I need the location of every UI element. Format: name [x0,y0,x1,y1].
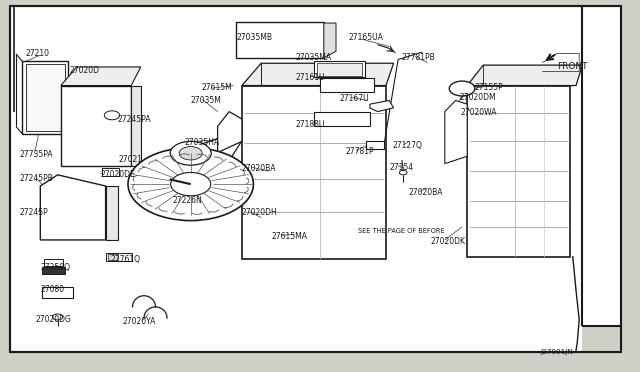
Polygon shape [370,100,394,112]
Text: 27161U: 27161U [296,73,325,82]
Text: 27035MB: 27035MB [237,33,273,42]
Text: 27127Q: 27127Q [393,141,423,150]
Text: 27781P: 27781P [346,147,374,156]
Circle shape [52,314,63,320]
Circle shape [128,148,253,221]
Text: 27035M: 27035M [191,96,221,105]
Polygon shape [131,86,141,166]
Polygon shape [445,100,467,164]
Polygon shape [242,63,394,86]
Circle shape [170,141,211,165]
Bar [44,259,63,266]
Text: 27020DE: 27020DE [100,170,135,179]
Bar [102,168,119,176]
Text: 27154: 27154 [389,163,413,171]
Polygon shape [61,67,141,86]
Text: 27020BA: 27020BA [242,164,276,173]
Polygon shape [106,186,118,240]
Polygon shape [40,175,106,240]
Text: J27001JN: J27001JN [541,349,573,355]
Text: 27188U: 27188U [296,120,325,129]
Text: 27020DH: 27020DH [242,208,278,217]
Text: 27020BA: 27020BA [408,188,443,197]
Text: 27167U: 27167U [339,94,369,103]
Bar [317,63,362,76]
Bar [366,141,384,149]
Text: 27021: 27021 [118,155,143,164]
Bar [22,61,68,134]
Bar [320,78,374,92]
Text: 27210: 27210 [26,49,50,58]
Bar [314,61,365,77]
Text: 27781PB: 27781PB [402,53,436,62]
Polygon shape [191,137,242,159]
Bar [106,253,132,261]
Text: 27155P: 27155P [475,83,504,92]
Polygon shape [467,65,582,86]
Text: 27020DK: 27020DK [430,237,465,246]
Polygon shape [218,112,242,153]
Circle shape [171,173,211,196]
Polygon shape [324,23,336,58]
Text: 27080: 27080 [41,285,65,294]
Bar [467,86,570,257]
Text: 27020D: 27020D [69,66,99,75]
Text: 27245PB: 27245PB [19,174,53,183]
Text: 27245P: 27245P [19,208,48,217]
Bar [582,326,621,352]
Text: 27020YA: 27020YA [123,317,156,326]
Text: 27250Q: 27250Q [41,263,71,272]
Text: 27165UA: 27165UA [349,33,383,42]
Circle shape [179,147,202,160]
Text: 27020DG: 27020DG [36,315,72,324]
Circle shape [104,111,120,120]
Text: 27735PA: 27735PA [19,150,53,159]
Circle shape [399,170,407,175]
Text: 27615MA: 27615MA [272,232,308,241]
Bar [314,112,370,126]
Bar [61,86,131,166]
Bar [236,22,324,58]
Text: 27020DM: 27020DM [460,93,496,102]
Bar [108,254,118,260]
Bar [42,287,73,298]
Text: 27226N: 27226N [173,196,202,205]
Circle shape [449,81,475,96]
Text: 27035HA: 27035HA [184,138,220,147]
Text: 27761Q: 27761Q [111,255,141,264]
Text: SEE THE PAGE OF BEFORE: SEE THE PAGE OF BEFORE [358,228,445,234]
Bar [42,267,65,274]
Text: FRONT: FRONT [557,62,588,71]
Ellipse shape [135,164,175,193]
Text: 27615M: 27615M [202,83,232,92]
Ellipse shape [143,169,174,192]
Bar [26,64,65,131]
Bar [242,86,386,259]
Text: 27035MA: 27035MA [296,53,332,62]
Text: 27020WA: 27020WA [461,108,497,117]
Text: 27245PA: 27245PA [117,115,150,124]
